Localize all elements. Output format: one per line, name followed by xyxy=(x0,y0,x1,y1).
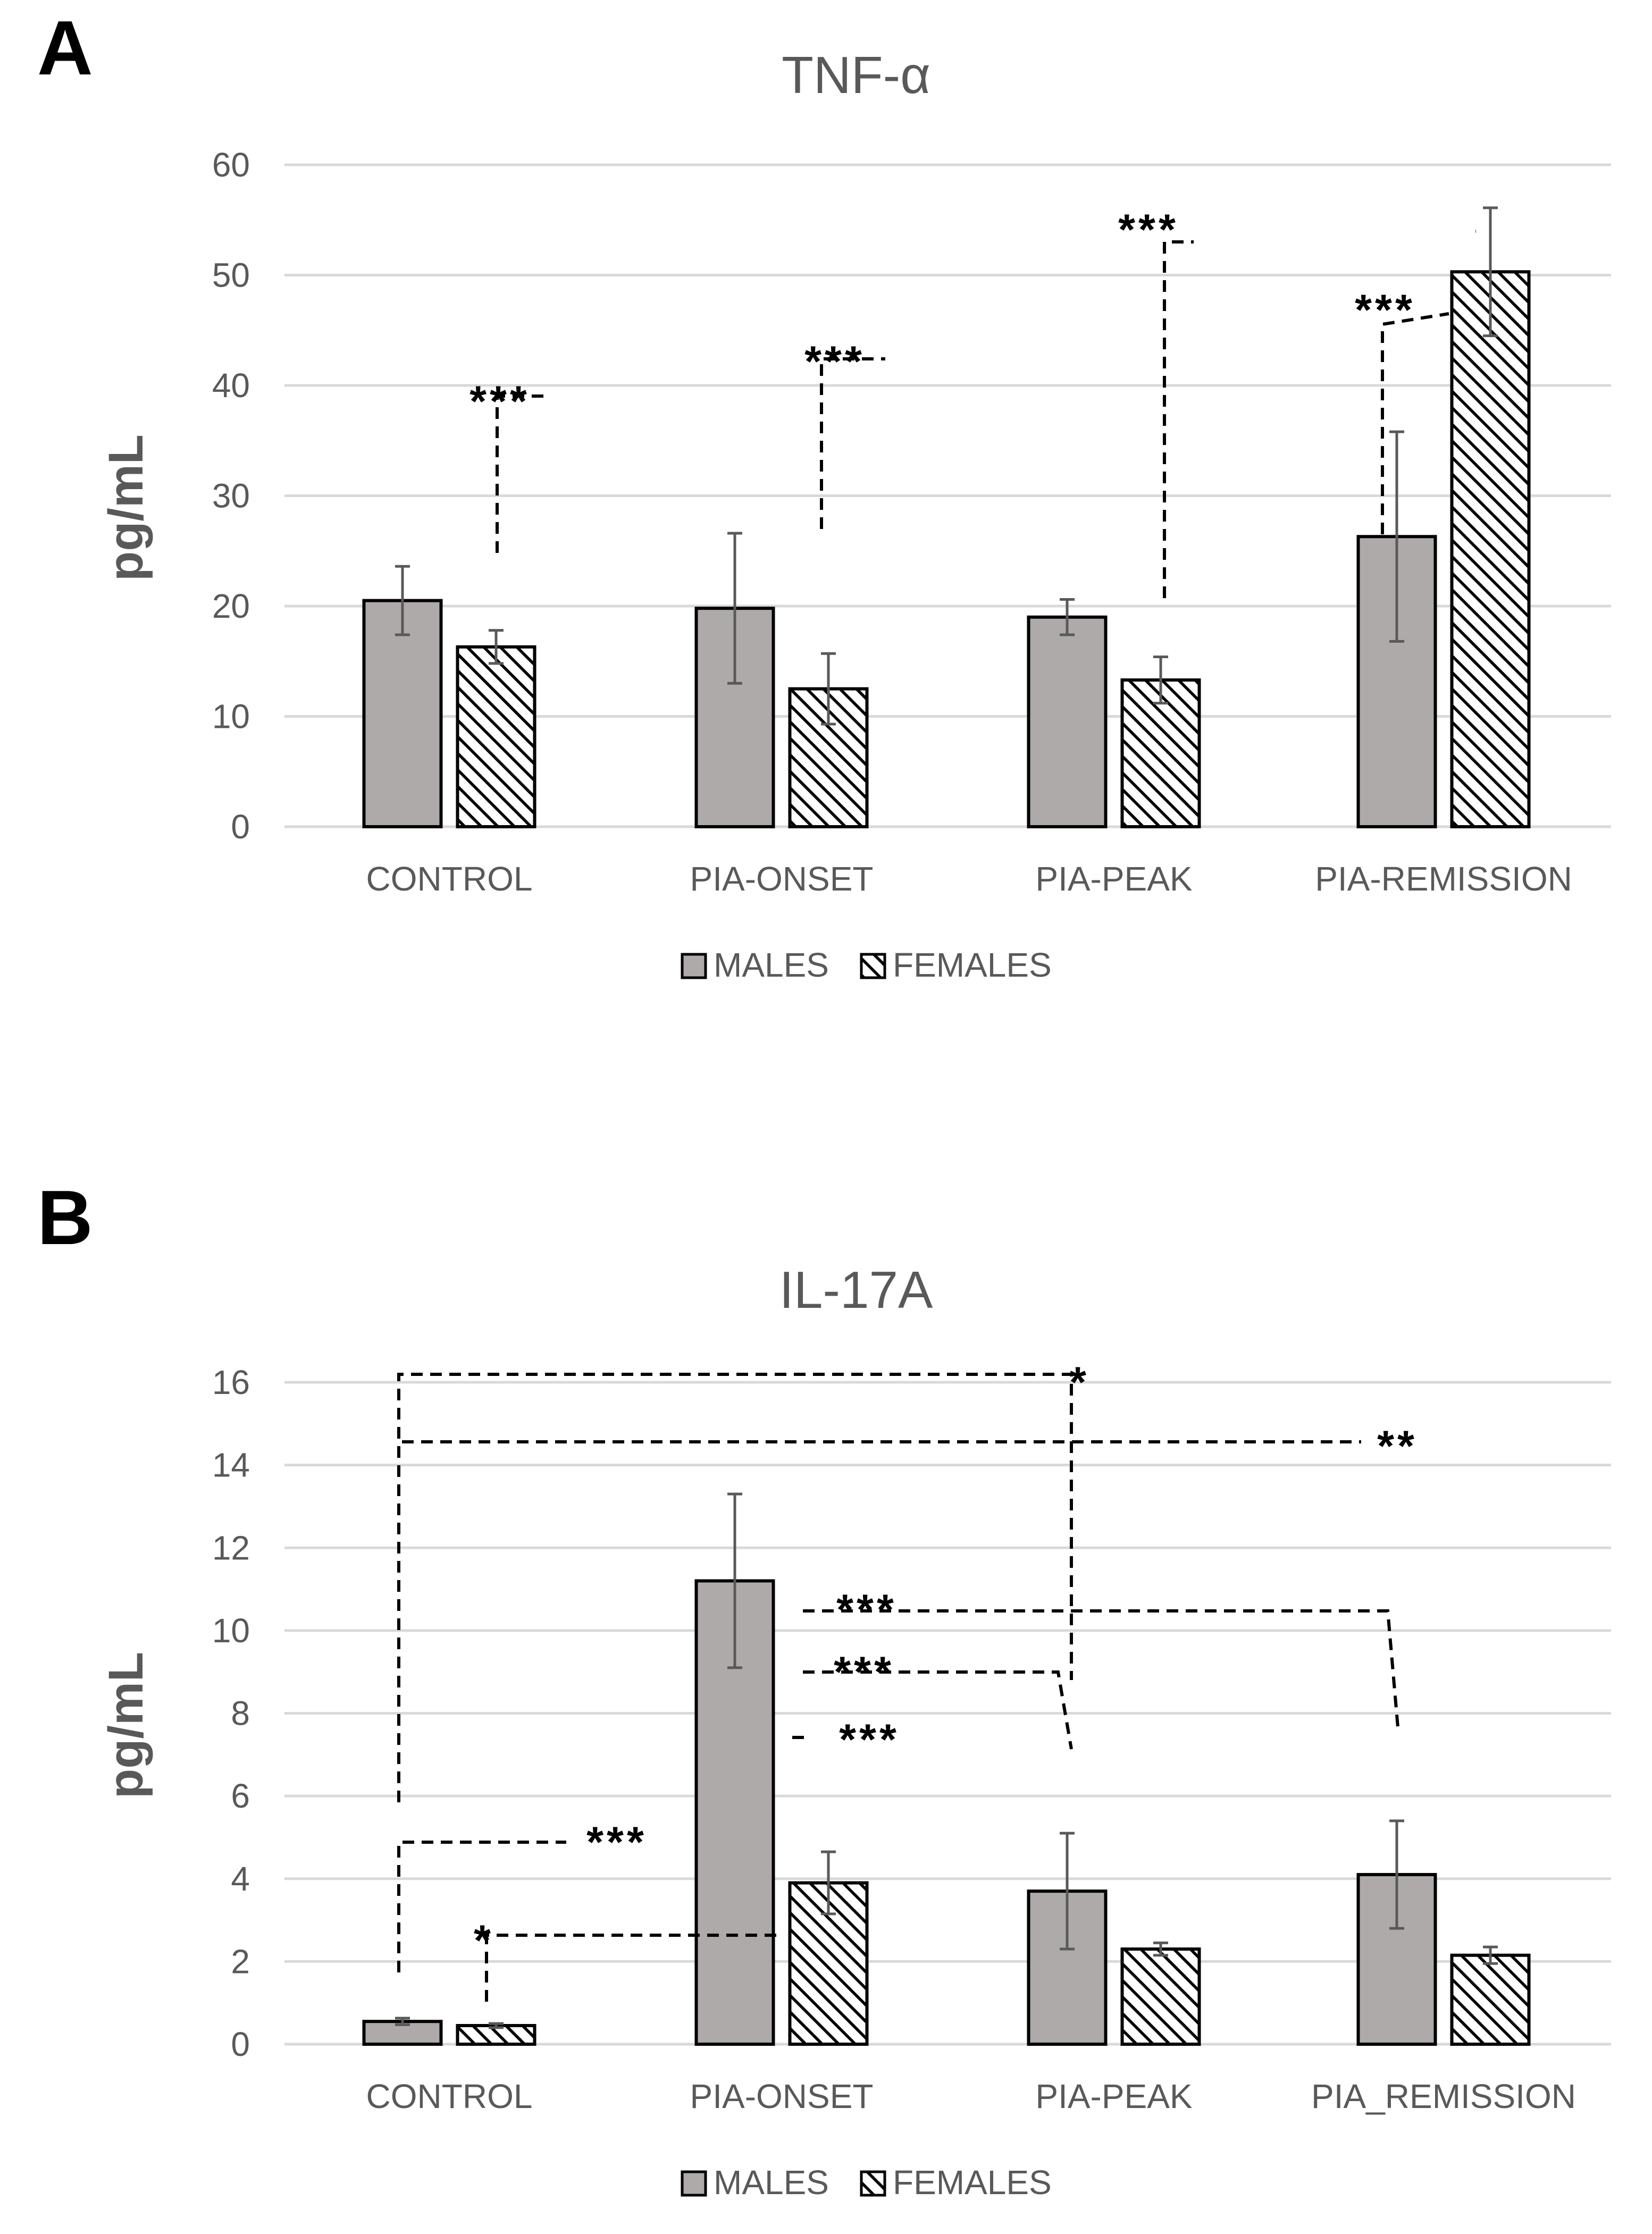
bar-females-pia_remission xyxy=(1450,1953,1531,2046)
bar-females-control xyxy=(456,645,536,829)
significance-label: *** xyxy=(834,1648,894,1697)
y-tick-label: 8 xyxy=(231,1694,250,1733)
y-tick-label: 20 xyxy=(212,587,250,625)
y-tick-label: 16 xyxy=(212,1363,250,1401)
x-tick-label: PIA-PEAK xyxy=(1035,2077,1192,2115)
significance-label: *** xyxy=(804,338,865,386)
y-tick-label: 12 xyxy=(212,1528,250,1567)
significance-label: * xyxy=(1069,1358,1089,1407)
chart-a-significance: *** *** *** *** xyxy=(469,206,1449,598)
significance-label: *** xyxy=(469,377,530,426)
significance-label: *** xyxy=(839,1716,900,1764)
significance-label: *** xyxy=(1118,206,1179,254)
y-tick-label: 0 xyxy=(231,808,250,846)
y-tick-label: 10 xyxy=(212,1611,250,1650)
significance-bracket xyxy=(397,1841,566,1972)
legend-swatch-females xyxy=(860,953,886,979)
y-tick-label: 30 xyxy=(212,477,250,515)
x-tick-label: PIA-PEAK xyxy=(1035,860,1192,898)
bar-females-pia-remission xyxy=(1450,270,1531,828)
chart-a-y-axis-label: pg/mL xyxy=(99,434,153,581)
x-tick-label: PIA-REMISSION xyxy=(1315,860,1572,898)
legend-label-males: MALES xyxy=(714,2163,829,2202)
significance-bracket xyxy=(803,1670,1073,1750)
x-tick-label: PIA-ONSET xyxy=(690,2077,874,2115)
chart-a-title: TNF-α xyxy=(782,46,930,104)
x-tick-label: PIA_REMISSION xyxy=(1311,2077,1576,2115)
y-tick-label: 40 xyxy=(212,366,250,405)
chart-b-title: IL-17A xyxy=(779,1261,933,1319)
significance-bracket xyxy=(397,1440,1361,1802)
bar-females-pia-peak xyxy=(1120,1947,1201,2046)
significance-label: *** xyxy=(586,1818,647,1867)
x-tick-label: CONTROL xyxy=(366,2077,533,2115)
x-tick-label: CONTROL xyxy=(366,860,533,898)
legend-label-females: FEMALES xyxy=(893,2163,1052,2202)
significance-bracket xyxy=(485,1934,779,2002)
chart-a-tnf-alpha: TNF-α pg/mL 0 10 20 30 40 50 60 CONTROL PIA-ONS… xyxy=(99,46,1611,984)
legend-label-females: FEMALES xyxy=(893,946,1052,984)
significance-bracket xyxy=(1163,240,1194,598)
legend-swatch-males xyxy=(681,953,707,979)
bar-males-pia-peak xyxy=(1027,615,1108,828)
significance-bracket xyxy=(1381,312,1449,534)
chart-a-gridlines: 0 10 20 30 40 50 60 xyxy=(212,146,1611,846)
chart-a-bars: CONTROL PIA-ONSET PIA-PEAK PIA-REMISSION xyxy=(362,206,1572,898)
y-tick-label: 10 xyxy=(212,698,250,736)
y-tick-label: 50 xyxy=(212,256,250,295)
y-tick-label: 6 xyxy=(231,1777,250,1815)
significance-bracket xyxy=(803,1609,1400,1734)
chart-b-il-17a: IL-17A pg/mL 0 2 4 6 8 10 12 14 16 CONTROL PIA-ON… xyxy=(99,1261,1611,2202)
y-tick-label: 60 xyxy=(212,146,250,184)
significance-label: *** xyxy=(1355,286,1415,334)
chart-a-legend: MALES FEMALES xyxy=(681,946,1052,984)
legend-swatch-males xyxy=(681,2170,707,2197)
bar-males-control xyxy=(362,599,443,828)
y-tick-label: 0 xyxy=(231,2025,250,2063)
y-tick-label: 14 xyxy=(212,1446,250,1484)
legend-swatch-females xyxy=(860,2170,886,2197)
chart-b-bars: CONTROL PIA-ONSET PIA-PEAK PIA_REMISSION xyxy=(362,1492,1576,2115)
chart-b-legend: MALES FEMALES xyxy=(681,2163,1052,2202)
y-tick-label: 4 xyxy=(231,1860,250,1898)
significance-label: * xyxy=(474,1917,494,1965)
panel-letter-a: A xyxy=(37,5,93,91)
significance-bracket xyxy=(820,357,885,529)
x-tick-label: PIA-ONSET xyxy=(690,860,874,898)
panel-letter-b: B xyxy=(37,1174,93,1261)
significance-label: *** xyxy=(836,1586,897,1634)
chart-b-significance: **************** xyxy=(397,1358,1418,2002)
significance-bracket xyxy=(496,394,548,553)
legend-label-males: MALES xyxy=(714,946,829,984)
chart-b-y-axis-label: pg/mL xyxy=(99,1652,153,1799)
y-tick-label: 2 xyxy=(231,1942,250,1980)
significance-label: ** xyxy=(1377,1422,1418,1471)
